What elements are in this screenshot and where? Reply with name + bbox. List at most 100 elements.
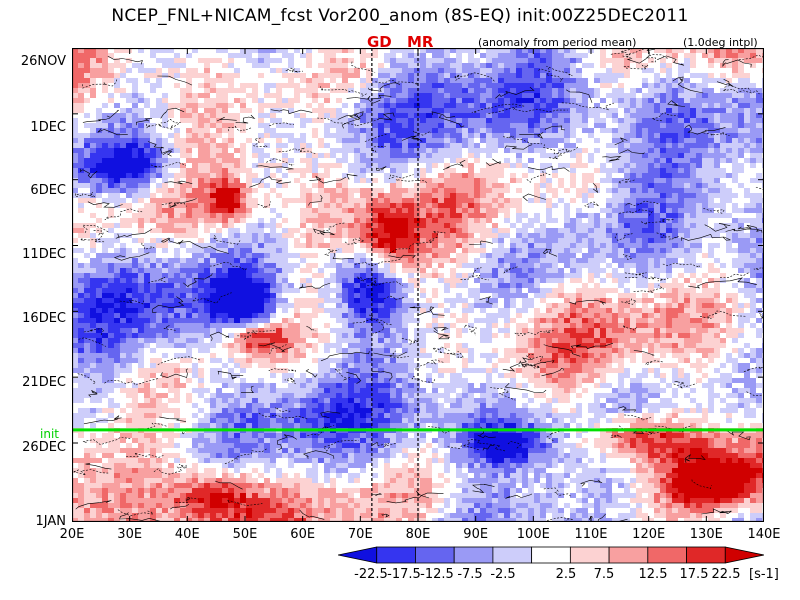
field-cell — [426, 223, 432, 228]
field-cell — [300, 208, 306, 213]
field-cell — [390, 148, 396, 153]
field-cell — [612, 233, 618, 238]
field-cell — [324, 83, 330, 88]
field-cell — [414, 113, 420, 118]
field-cell — [738, 173, 744, 178]
field-cell — [78, 163, 84, 168]
field-cell — [654, 203, 660, 208]
field-cell — [402, 208, 408, 213]
field-cell — [84, 123, 90, 128]
field-cell — [180, 98, 186, 103]
field-cell — [216, 113, 222, 118]
field-cell — [306, 193, 312, 198]
field-cell — [264, 203, 270, 208]
field-cell — [342, 178, 348, 183]
field-cell — [690, 138, 696, 143]
field-cell — [270, 158, 276, 163]
field-cell — [204, 63, 210, 68]
field-cell — [756, 98, 762, 103]
field-cell — [426, 248, 432, 253]
field-cell — [492, 63, 498, 68]
field-cell — [204, 253, 210, 258]
field-cell — [132, 83, 138, 88]
field-cell — [108, 108, 114, 113]
field-cell — [240, 183, 246, 188]
field-cell — [444, 123, 450, 128]
field-cell — [630, 73, 636, 78]
field-cell — [366, 223, 372, 228]
field-cell — [558, 123, 564, 128]
field-cell — [516, 118, 522, 123]
field-cell — [732, 143, 738, 148]
field-cell — [282, 118, 288, 123]
field-cell — [96, 88, 102, 93]
field-cell — [270, 78, 276, 83]
field-cell — [216, 83, 222, 88]
field-cell — [630, 108, 636, 113]
field-cell — [756, 148, 762, 153]
field-cell — [150, 58, 156, 63]
field-cell — [252, 163, 258, 168]
field-cell — [726, 138, 732, 143]
field-cell — [690, 83, 696, 88]
field-cell — [204, 143, 210, 148]
field-cell — [408, 123, 414, 128]
field-cell — [216, 108, 222, 113]
field-cell — [516, 203, 522, 208]
field-cell — [360, 48, 366, 53]
field-cell — [618, 108, 624, 113]
field-cell — [474, 213, 480, 218]
field-cell — [714, 238, 720, 243]
field-cell — [504, 83, 510, 88]
field-cell — [384, 178, 390, 183]
field-cell — [510, 123, 516, 128]
field-cell — [582, 238, 588, 243]
field-cell — [402, 113, 408, 118]
field-cell — [522, 243, 528, 248]
field-cell — [510, 188, 516, 193]
field-cell — [378, 73, 384, 78]
field-cell — [594, 193, 600, 198]
field-cell — [396, 218, 402, 223]
field-cell — [630, 233, 636, 238]
field-cell — [720, 238, 726, 243]
field-cell — [516, 98, 522, 103]
field-cell — [258, 128, 264, 133]
field-cell — [450, 68, 456, 73]
field-cell — [282, 63, 288, 68]
field-cell — [612, 133, 618, 138]
field-cell — [672, 118, 678, 123]
field-cell — [192, 173, 198, 178]
field-cell — [690, 178, 696, 183]
field-cell — [486, 253, 492, 258]
field-cell — [756, 108, 762, 113]
field-cell — [348, 98, 354, 103]
field-cell — [582, 118, 588, 123]
field-cell — [666, 128, 672, 133]
field-cell — [630, 183, 636, 188]
field-cell — [438, 93, 444, 98]
field-cell — [408, 188, 414, 193]
field-cell — [516, 143, 522, 148]
field-cell — [138, 208, 144, 213]
field-cell — [390, 103, 396, 108]
field-cell — [132, 218, 138, 223]
field-cell — [702, 103, 708, 108]
field-cell — [258, 218, 264, 223]
field-cell — [600, 243, 606, 248]
field-cell — [138, 158, 144, 163]
field-cell — [138, 178, 144, 183]
field-cell — [408, 183, 414, 188]
field-cell — [114, 163, 120, 168]
field-cell — [426, 103, 432, 108]
field-cell — [486, 143, 492, 148]
field-cell — [318, 208, 324, 213]
field-cell — [468, 88, 474, 93]
field-cell — [672, 243, 678, 248]
field-cell — [276, 138, 282, 143]
field-cell — [444, 193, 450, 198]
field-cell — [750, 213, 756, 218]
field-cell — [114, 193, 120, 198]
field-cell — [546, 93, 552, 98]
field-cell — [504, 143, 510, 148]
